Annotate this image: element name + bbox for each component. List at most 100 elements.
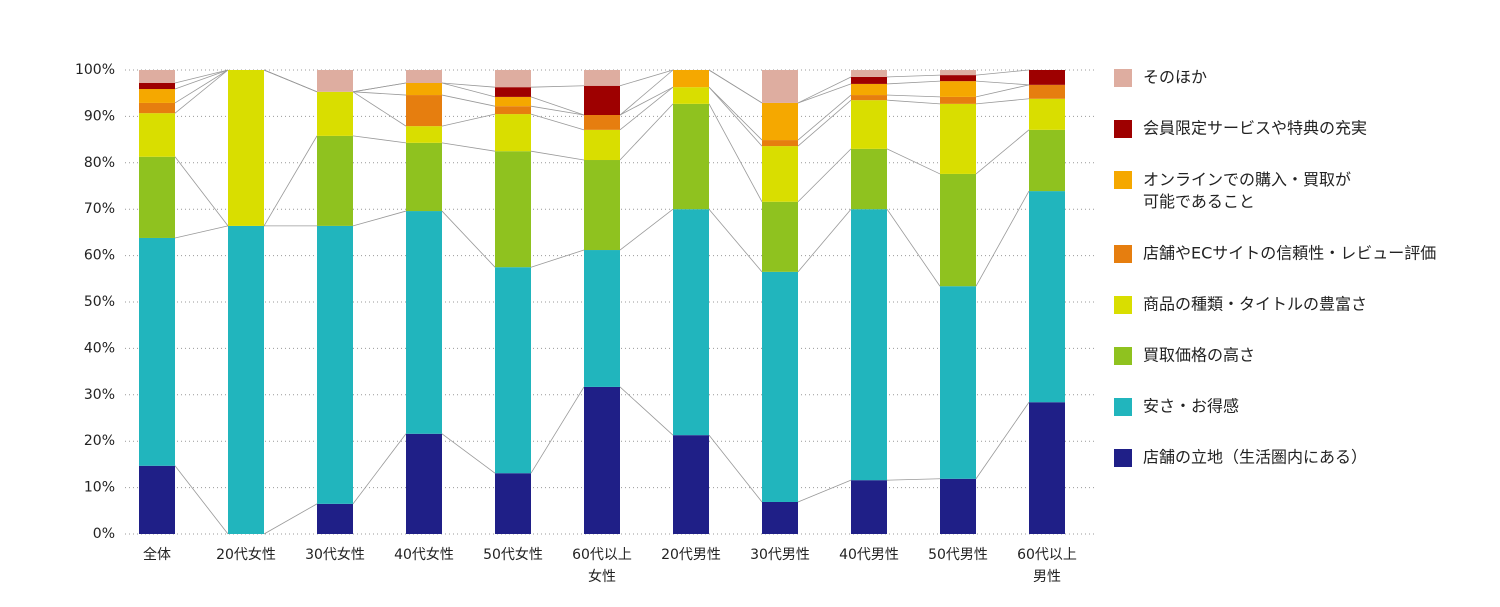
bar-segment [762, 271, 798, 502]
bar-segment [673, 103, 709, 210]
connector-line [352, 82, 407, 93]
bar-segment [940, 173, 976, 287]
connector-line [797, 83, 852, 104]
bar-segment [406, 142, 442, 212]
x-tick-label: 20代女性 [216, 546, 276, 563]
connector-line [174, 69, 229, 114]
connector-line [975, 69, 1030, 76]
legend-swatch [1114, 449, 1132, 467]
x-tick-label: 40代男性 [839, 547, 899, 563]
legend-text: オンラインでの購入・買取が可能であること [1143, 170, 1351, 211]
y-tick-label: 80% [84, 155, 115, 171]
bar-segment [940, 81, 976, 97]
bar-segment [495, 70, 531, 88]
y-tick-label: 40% [84, 340, 115, 356]
bar-segment [584, 386, 620, 534]
legend-text: そのほか [1143, 68, 1207, 87]
connector-line [530, 386, 585, 474]
connector-line [619, 69, 674, 87]
connector-line [708, 434, 763, 503]
connector-line [530, 85, 585, 88]
connector-line [352, 91, 407, 96]
x-tick-label: 20代男性 [661, 547, 721, 563]
bar-segment [139, 102, 175, 114]
y-tick-label: 90% [84, 108, 115, 124]
bar-segment [495, 267, 531, 474]
y-tick-label: 100% [75, 62, 115, 78]
x-tick-label: 30代女性 [305, 546, 365, 563]
legend-swatch [1114, 347, 1132, 365]
legend-swatch [1114, 296, 1132, 314]
bar-segment [851, 148, 887, 210]
bar-segment [495, 151, 531, 268]
connector-line [441, 142, 496, 152]
x-tick-label: 全体 [143, 546, 171, 563]
bar-segment [495, 87, 531, 97]
bar-segment [940, 478, 976, 534]
legend-swatch [1114, 245, 1132, 263]
y-tick-label: 60% [84, 248, 115, 264]
connector-line [886, 208, 941, 287]
bar-segment [406, 126, 442, 143]
y-tick-label: 50% [84, 294, 115, 310]
connector-line [174, 225, 229, 239]
bar-segment [673, 87, 709, 104]
connector-line [619, 208, 674, 251]
bar-segment [139, 237, 175, 466]
y-tick-label: 30% [84, 387, 115, 403]
x-tick-label: 30代男性 [750, 547, 810, 563]
bar-segment [495, 473, 531, 534]
bar-segment [851, 100, 887, 149]
legend-text: 会員限定サービスや特典の充実 [1143, 119, 1367, 138]
bar-segment [851, 83, 887, 96]
bar-segment [139, 82, 175, 90]
bar-segment [762, 501, 798, 534]
connector-line [708, 86, 763, 147]
connector-line [886, 99, 941, 105]
y-tick-label: 10% [84, 480, 115, 496]
bar-segment [1029, 98, 1065, 130]
connector-line [886, 478, 941, 481]
bar-segment [495, 114, 531, 152]
connector-line [441, 82, 496, 98]
legend-text: 店舗の立地（生活圏内にある） [1143, 448, 1367, 467]
bar-segment [139, 89, 175, 103]
bar-segment [584, 160, 620, 251]
bar-segment [1029, 70, 1065, 85]
bar-segment [139, 156, 175, 238]
connector-line [352, 433, 407, 505]
connector-line [797, 76, 852, 104]
connector-line [174, 156, 229, 227]
connector-line [708, 69, 763, 104]
connector-line [797, 148, 852, 203]
connector-line [174, 69, 229, 90]
bar-segment [139, 113, 175, 157]
bar-segment [406, 70, 442, 83]
legend-text: 安さ・お得感 [1143, 397, 1239, 416]
bar-segment [406, 433, 442, 534]
bar-segment [139, 465, 175, 534]
bar-segment [584, 250, 620, 387]
bar-segment [851, 95, 887, 101]
connector-line [174, 69, 229, 104]
connector-line [441, 433, 496, 474]
connector-line [975, 129, 1030, 175]
legend-text: 商品の種類・タイトルの豊富さ [1143, 295, 1367, 314]
bar-segment [673, 435, 709, 534]
bar-segment [228, 70, 264, 226]
bar-segment [1029, 84, 1065, 99]
connector-line [352, 135, 407, 144]
connector-line [530, 105, 585, 116]
connector-line [530, 96, 585, 116]
bar-segment [317, 503, 353, 534]
y-tick-label: 0% [93, 526, 115, 542]
bar-segment [406, 95, 442, 127]
connector-line [441, 210, 496, 268]
bar-segment [317, 135, 353, 226]
connector-line [619, 86, 674, 116]
connector-line [352, 91, 407, 127]
bar-segment [851, 76, 887, 84]
bar-segment [940, 75, 976, 82]
connector-line [530, 113, 585, 131]
bar-segment [673, 70, 709, 88]
